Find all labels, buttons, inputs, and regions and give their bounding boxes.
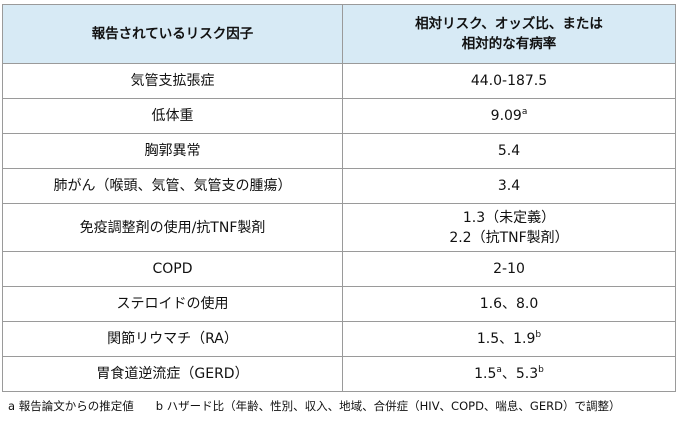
value-text: 1.3（未定義）	[462, 209, 556, 226]
risk-value: 1.5a、5.3b	[342, 356, 676, 392]
risk-factor: 肺がん（喉頭、気管、気管支の腫瘍）	[2, 168, 343, 204]
value-text: 1.5	[474, 366, 497, 382]
table-header: 報告されているリスク因子 相対リスク、オッズ比、または 相対的な有病率	[2, 4, 676, 64]
risk-factor: COPD	[2, 251, 343, 287]
risk-value: 9.09a	[342, 98, 676, 134]
value-text: 9.09	[490, 108, 522, 124]
value-text: 、5.3	[501, 366, 539, 382]
risk-factor: 気管支拡張症	[2, 63, 343, 99]
header-factor: 報告されているリスク因子	[2, 4, 343, 64]
risk-factor: 低体重	[2, 98, 343, 134]
footnote-marker: a	[521, 107, 528, 117]
value-text: 1.5、1.9	[476, 331, 536, 347]
table-body: 気管支拡張症 44.0-187.5 低体重 9.09a 胸郭異常 5.4 肺がん（喉頭、気管…	[2, 63, 676, 392]
value-text: 2.2（抗TNF製剤）	[449, 229, 569, 246]
header-value-line: 相対リスク、オッズ比、または	[415, 16, 603, 32]
risk-factor: 胸郭異常	[2, 133, 343, 169]
footnote-marker: b	[538, 365, 544, 375]
footnote: b ハザード比（年齢、性別、収入、地域、合併症（HIV、COPD、喘息、GERD…	[155, 399, 621, 413]
risk-value: 3.4	[342, 168, 676, 204]
value-text: 3.4	[497, 178, 521, 194]
risk-value: 1.6、8.0	[342, 286, 676, 322]
risk-factor: ステロイドの使用	[2, 286, 343, 322]
risk-factor: 胃食道逆流症（GERD）	[2, 356, 343, 392]
table-row: 気管支拡張症 44.0-187.5	[2, 63, 676, 99]
value-text: 44.0-187.5	[470, 73, 548, 89]
header-value: 相対リスク、オッズ比、または 相対的な有病率	[342, 4, 676, 64]
value-text: 5.4	[497, 143, 521, 159]
header-row: 報告されているリスク因子 相対リスク、オッズ比、または 相対的な有病率	[2, 4, 676, 64]
table-row: COPD 2-10	[2, 251, 676, 287]
risk-value: 1.3（未定義） 2.2（抗TNF製剤）	[342, 203, 676, 252]
table-row: 肺がん（喉頭、気管、気管支の腫瘍） 3.4	[2, 168, 676, 204]
risk-value: 1.5、1.9b	[342, 321, 676, 357]
footnote-marker: a	[496, 365, 502, 375]
table-row: 胸郭異常 5.4	[2, 133, 676, 169]
header-value-line: 相対的な有病率	[461, 36, 557, 52]
table-row: 低体重 9.09a	[2, 98, 676, 134]
risk-value: 2-10	[342, 251, 676, 287]
risk-value: 5.4	[342, 133, 676, 169]
footnote: a 報告論文からの推定値	[8, 399, 134, 413]
value-text: 1.6、8.0	[479, 296, 539, 312]
value-text: 2-10	[493, 261, 525, 277]
table-row: 免疫調整剤の使用/抗TNF製剤 1.3（未定義） 2.2（抗TNF製剤）	[2, 203, 676, 252]
risk-value: 44.0-187.5	[342, 63, 676, 99]
table-row: 関節リウマチ（RA） 1.5、1.9b	[2, 321, 676, 357]
table-container: 報告されているリスク因子 相対リスク、オッズ比、または 相対的な有病率 気管支拡張…	[2, 4, 676, 392]
risk-table: 報告されているリスク因子 相対リスク、オッズ比、または 相対的な有病率 気管支拡張…	[2, 4, 676, 392]
risk-factor: 免疫調整剤の使用/抗TNF製剤	[2, 203, 343, 252]
table-row: 胃食道逆流症（GERD） 1.5a、5.3b	[2, 356, 676, 392]
footnote-marker: b	[535, 330, 542, 340]
risk-factor: 関節リウマチ（RA）	[2, 321, 343, 357]
table-row: ステロイドの使用 1.6、8.0	[2, 286, 676, 322]
footnotes: a 報告論文からの推定値 b ハザード比（年齢、性別、収入、地域、合併症（HIV、…	[8, 398, 642, 414]
